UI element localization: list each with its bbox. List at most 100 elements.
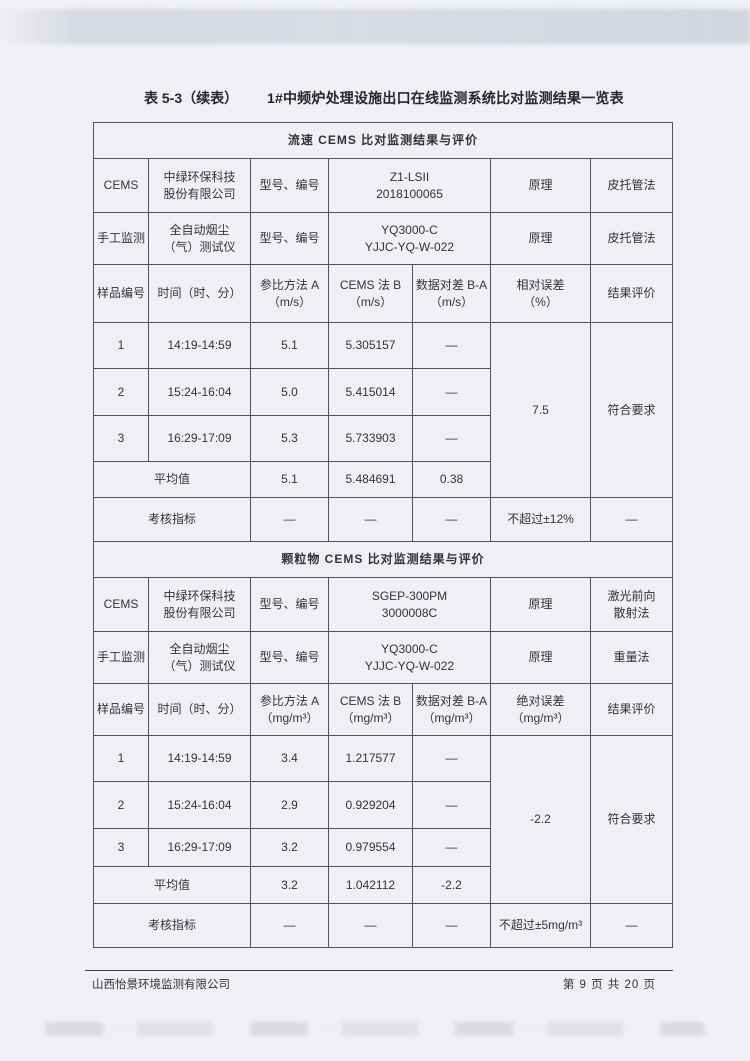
sample-no: 1 — [93, 735, 149, 782]
particulate-header-row: 样品编号 时间（时、分） 参比方法 A （mg/m³） CEMS 法 B （mg… — [93, 683, 673, 736]
col-time: 时间（时、分） — [148, 683, 251, 736]
average-label: 平均值 — [93, 866, 251, 904]
col-cems-method: CEMS 法 B （m/s） — [328, 264, 413, 323]
table-number-label: 表 5-3（续表） — [144, 90, 239, 106]
particulate-band-row: 颗粒物 CEMS 比对监测结果与评价 — [93, 541, 673, 578]
sample-time: 15:24-16:04 — [148, 368, 251, 416]
col-result: 结果评价 — [590, 683, 673, 736]
footer-company-name: 山西怡景环境监测有限公司 — [92, 979, 230, 991]
col-cems-method: CEMS 法 B （mg/m³） — [328, 683, 413, 736]
scan-shadow-top — [0, 9, 750, 44]
velocity-average-row: 平均值 5.1 5.484691 0.38 — [93, 461, 673, 498]
assessment-diff: — — [412, 497, 491, 542]
particulate-data-row: 3 16:29-17:09 3.2 0.979554 — — [93, 828, 673, 867]
col-reference-method: 参比方法 A （mg/m³） — [250, 683, 329, 736]
equipment-vendor: 中绿环保科技 股份有限公司 — [148, 577, 251, 632]
evaluation-result: 符合要求 — [590, 322, 673, 498]
particulate-average-row: 平均值 3.2 1.042112 -2.2 — [93, 866, 673, 904]
diff-value: — — [412, 828, 491, 867]
ref-value: 5.3 — [250, 415, 329, 462]
ref-value: 3.4 — [250, 735, 329, 782]
principle-label: 原理 — [490, 577, 591, 632]
principle-label: 原理 — [490, 631, 591, 684]
equipment-type: 手工监测 — [93, 212, 149, 265]
col-result: 结果评价 — [590, 264, 673, 323]
velocity-header-row: 样品编号 时间（时、分） 参比方法 A （m/s） CEMS 法 B （m/s）… — [93, 264, 673, 323]
average-label: 平均值 — [93, 461, 251, 498]
assessment-label: 考核指标 — [93, 903, 251, 948]
evaluation-result: 符合要求 — [590, 735, 673, 904]
model-value: YQ3000-C YJJC-YQ-W-022 — [328, 631, 491, 684]
average-diff: 0.38 — [412, 461, 491, 498]
average-diff: -2.2 — [412, 866, 491, 904]
velocity-section-title: 流速 CEMS 比对监测结果与评价 — [93, 122, 673, 159]
sample-no: 2 — [93, 368, 149, 416]
sample-time: 15:24-16:04 — [148, 781, 251, 829]
ref-value: 5.0 — [250, 368, 329, 416]
equipment-vendor: 全自动烟尘 （气）测试仪 — [148, 631, 251, 684]
model-label: 型号、编号 — [250, 212, 329, 265]
assessment-cems: — — [328, 497, 413, 542]
velocity-assessment-row: 考核指标 — — — 不超过±12% — — [93, 497, 673, 542]
sample-no: 2 — [93, 781, 149, 829]
model-value: Z1-LSII 2018100065 — [328, 158, 491, 213]
velocity-band-row: 流速 CEMS 比对监测结果与评价 — [93, 122, 673, 159]
model-label: 型号、编号 — [250, 631, 329, 684]
average-cems: 1.042112 — [328, 866, 413, 904]
col-sample-no: 样品编号 — [93, 264, 149, 323]
assessment-diff: — — [412, 903, 491, 948]
cems-value: 5.305157 — [328, 322, 413, 369]
particulate-assessment-row: 考核指标 — — — 不超过±5mg/m³ — — [93, 903, 673, 948]
equipment-vendor: 中绿环保科技 股份有限公司 — [148, 158, 251, 213]
sample-time: 14:19-14:59 — [148, 322, 251, 369]
velocity-data-row: 1 14:19-14:59 5.1 5.305157 — 7.5 符合要求 — [93, 322, 673, 498]
equipment-type: 手工监测 — [93, 631, 149, 684]
assessment-limit: 不超过±5mg/m³ — [490, 903, 591, 948]
col-data-diff: 数据对差 B-A （m/s） — [412, 264, 491, 323]
sample-time: 14:19-14:59 — [148, 735, 251, 782]
sample-no: 3 — [93, 828, 149, 867]
principle-value: 皮托管法 — [590, 212, 673, 265]
col-time: 时间（时、分） — [148, 264, 251, 323]
average-ref: 5.1 — [250, 461, 329, 498]
equipment-vendor: 全自动烟尘 （气）测试仪 — [148, 212, 251, 265]
assessment-ref: — — [250, 497, 329, 542]
cems-value: 0.979554 — [328, 828, 413, 867]
model-value: YQ3000-C YJJC-YQ-W-022 — [328, 212, 491, 265]
ref-value: 2.9 — [250, 781, 329, 829]
diff-value: — — [412, 781, 491, 829]
assessment-ref: — — [250, 903, 329, 948]
sample-time: 16:29-17:09 — [148, 828, 251, 867]
particulate-data-row: 1 14:19-14:59 3.4 1.217577 — -2.2 符合要求 — [93, 735, 673, 904]
average-cems: 5.484691 — [328, 461, 413, 498]
col-reference-method: 参比方法 A （m/s） — [250, 264, 329, 323]
page-title: 1#中频炉处理设施出口在线监测系统比对监测结果一览表 — [267, 90, 624, 106]
velocity-manual-equipment-row: 手工监测 全自动烟尘 （气）测试仪 型号、编号 YQ3000-C YJJC-YQ… — [93, 212, 673, 265]
col-absolute-error: 绝对误差 （mg/m³） — [490, 683, 591, 736]
average-ref: 3.2 — [250, 866, 329, 904]
particulate-manual-equipment-row: 手工监测 全自动烟尘 （气）测试仪 型号、编号 YQ3000-C YJJC-YQ… — [93, 631, 673, 684]
velocity-cems-equipment-row: CEMS 中绿环保科技 股份有限公司 型号、编号 Z1-LSII 2018100… — [93, 158, 673, 213]
model-label: 型号、编号 — [250, 158, 329, 213]
principle-value: 重量法 — [590, 631, 673, 684]
sample-no: 1 — [93, 322, 149, 369]
principle-label: 原理 — [490, 212, 591, 265]
assessment-label: 考核指标 — [93, 497, 251, 542]
cems-value: 5.733903 — [328, 415, 413, 462]
col-data-diff: 数据对差 B-A （mg/m³） — [412, 683, 491, 736]
diff-value: — — [412, 368, 491, 416]
page-title-row: 表 5-3（续表） 1#中频炉处理设施出口在线监测系统比对监测结果一览表 — [0, 88, 750, 108]
assessment-result: — — [590, 903, 673, 948]
cems-value: 0.929204 — [328, 781, 413, 829]
comparison-results-table: 流速 CEMS 比对监测结果与评价 CEMS 中绿环保科技 股份有限公司 型号、… — [93, 122, 673, 948]
model-label: 型号、编号 — [250, 577, 329, 632]
ref-value: 5.1 — [250, 322, 329, 369]
velocity-data-row: 3 16:29-17:09 5.3 5.733903 — — [93, 415, 673, 462]
principle-label: 原理 — [490, 158, 591, 213]
relative-error-value: 7.5 — [490, 322, 591, 498]
principle-value: 激光前向 散射法 — [590, 577, 673, 632]
absolute-error-value: -2.2 — [490, 735, 591, 904]
cems-value: 5.415014 — [328, 368, 413, 416]
ref-value: 3.2 — [250, 828, 329, 867]
assessment-limit: 不超过±12% — [490, 497, 591, 542]
